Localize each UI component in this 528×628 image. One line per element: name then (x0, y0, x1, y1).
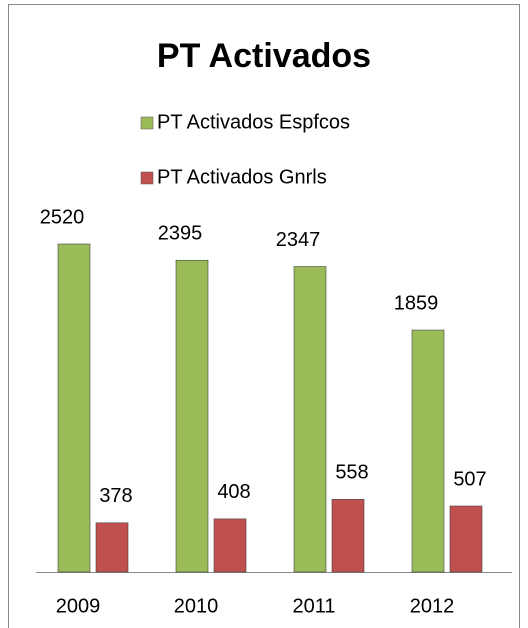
data-label: 558 (335, 462, 368, 484)
x-tick-label: 2010 (174, 595, 219, 617)
legend-swatch (140, 116, 154, 130)
x-tick-label: 2011 (292, 595, 335, 617)
bar (95, 522, 129, 573)
bar (411, 329, 445, 573)
x-tick-label: 2012 (410, 595, 455, 617)
bar (293, 266, 327, 573)
legend-label: PT Activados Espfcos (157, 111, 350, 133)
bar (213, 518, 247, 573)
data-label: 1859 (394, 292, 439, 314)
data-label: 2520 (40, 206, 85, 228)
bar (331, 499, 365, 573)
data-label: 378 (99, 485, 132, 507)
x-tick-label: 2009 (56, 595, 101, 617)
data-label: 2347 (276, 229, 321, 251)
chart-title: PT Activados (157, 37, 371, 75)
data-label: 408 (217, 481, 250, 503)
bar (57, 243, 91, 573)
legend-swatch (140, 171, 154, 185)
legend-label: PT Activados Gnrls (157, 166, 327, 188)
bar (175, 259, 209, 573)
bar (449, 505, 483, 573)
data-label: 507 (453, 468, 486, 490)
data-label: 2395 (158, 223, 203, 245)
chart-border (8, 4, 520, 628)
